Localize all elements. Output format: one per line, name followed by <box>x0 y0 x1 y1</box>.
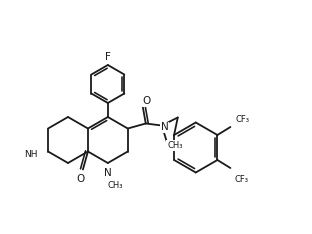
Text: O: O <box>143 96 151 106</box>
Text: NH: NH <box>25 150 38 159</box>
Text: F: F <box>105 52 111 62</box>
Text: O: O <box>77 173 85 183</box>
Text: N: N <box>104 168 112 178</box>
Text: CH₃: CH₃ <box>107 180 123 190</box>
Text: CF₃: CF₃ <box>236 114 249 124</box>
Text: N: N <box>161 123 168 132</box>
Text: CF₃: CF₃ <box>234 176 248 184</box>
Text: CH₃: CH₃ <box>167 141 183 150</box>
